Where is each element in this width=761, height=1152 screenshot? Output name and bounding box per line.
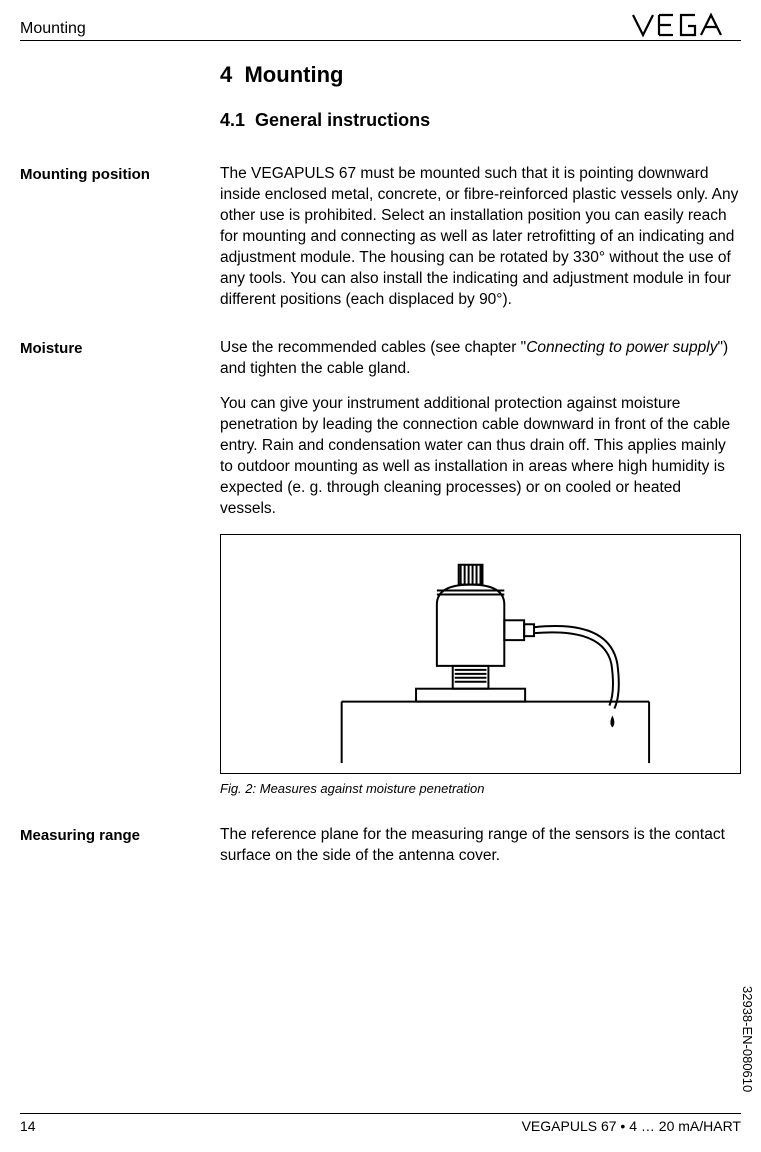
figure-2 xyxy=(220,534,741,774)
chapter-title: 4 Mounting xyxy=(220,60,741,90)
mounting-position-label: Mounting position xyxy=(20,164,220,324)
mounting-position-text: The VEGAPULS 67 must be mounted such tha… xyxy=(220,164,741,310)
moisture-para1: Use the recommended cables (see chapter … xyxy=(220,338,741,380)
moisture-section: Moisture Use the recommended cables (see… xyxy=(20,338,741,811)
moisture-para1-italic: Connecting to power supply xyxy=(526,339,717,356)
measuring-range-section: Measuring range The reference plane for … xyxy=(20,825,741,881)
page-number: 14 xyxy=(20,1118,36,1134)
page-header: Mounting xyxy=(20,12,741,41)
chapter-heading-row: 4 Mounting 4.1 General instructions xyxy=(20,60,741,150)
mounting-position-body: The VEGAPULS 67 must be mounted such tha… xyxy=(220,164,741,324)
vega-logo xyxy=(631,12,741,38)
subchapter-name: General instructions xyxy=(255,110,430,130)
measuring-range-text: The reference plane for the measuring ra… xyxy=(220,825,741,867)
mounting-position-section: Mounting position The VEGAPULS 67 must b… xyxy=(20,164,741,324)
measuring-range-body: The reference plane for the measuring ra… xyxy=(220,825,741,881)
moisture-body: Use the recommended cables (see chapter … xyxy=(220,338,741,811)
heading-column: 4 Mounting 4.1 General instructions xyxy=(220,60,741,150)
document-side-code: 32938-EN-080610 xyxy=(740,986,755,1092)
moisture-label: Moisture xyxy=(20,338,220,811)
page-footer: 14 VEGAPULS 67 • 4 … 20 mA/HART xyxy=(20,1113,741,1134)
document-reference: VEGAPULS 67 • 4 … 20 mA/HART xyxy=(522,1118,741,1134)
side-label-empty xyxy=(20,60,220,150)
subchapter-number: 4.1 xyxy=(220,110,245,130)
chapter-number: 4 xyxy=(220,62,232,87)
moisture-para1-pre: Use the recommended cables (see chapter … xyxy=(220,339,526,356)
chapter-name: Mounting xyxy=(244,62,343,87)
content-area: 4 Mounting 4.1 General instructions Moun… xyxy=(20,60,741,895)
measuring-range-label: Measuring range xyxy=(20,825,220,881)
moisture-para2: You can give your instrument additional … xyxy=(220,394,741,520)
subchapter-title: 4.1 General instructions xyxy=(220,108,741,132)
figure-2-caption: Fig. 2: Measures against moisture penetr… xyxy=(220,780,741,798)
running-title: Mounting xyxy=(20,20,86,38)
page: Mounting 4 Mou xyxy=(0,0,761,1152)
